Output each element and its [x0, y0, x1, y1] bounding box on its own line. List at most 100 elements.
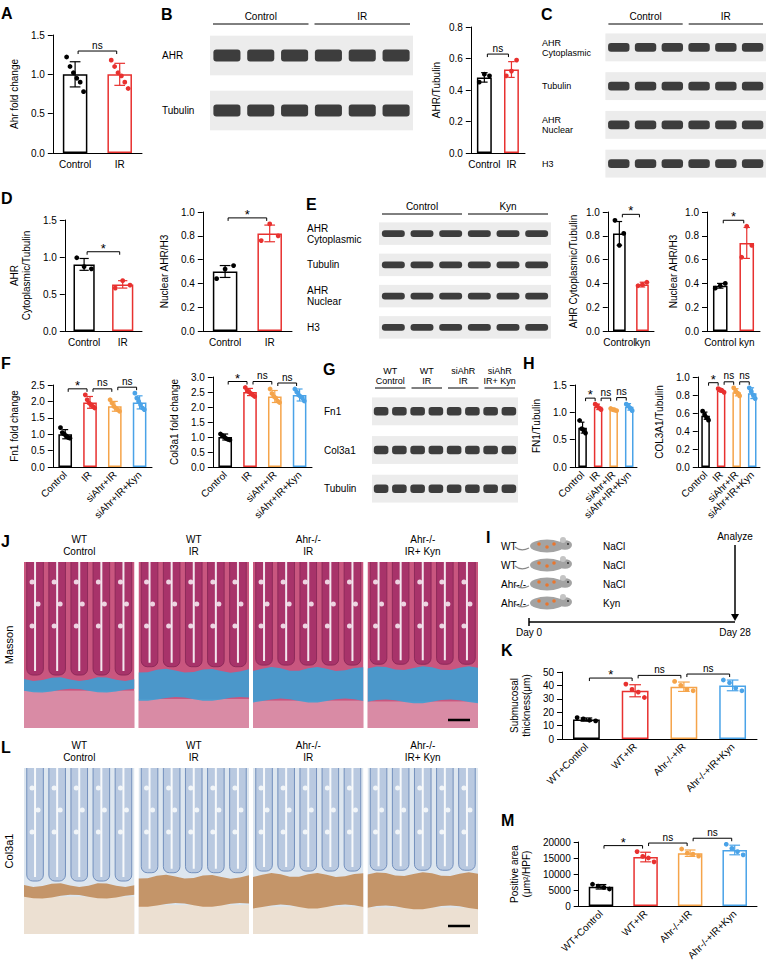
svg-text:IR: IR: [357, 11, 367, 22]
svg-text:Ahr-/-+IR: Ahr-/-+IR: [651, 741, 688, 778]
svg-text:D: D: [1, 190, 13, 207]
svg-text:1.0: 1.0: [553, 407, 567, 418]
svg-text:0.8: 0.8: [449, 22, 463, 33]
svg-text:*: *: [608, 667, 613, 682]
svg-text:3.0: 3.0: [191, 372, 205, 383]
svg-text:1.0: 1.0: [31, 69, 45, 80]
svg-text:Control: Control: [63, 546, 95, 557]
svg-text:IR: IR: [189, 546, 199, 557]
svg-text:WT: WT: [383, 366, 397, 376]
svg-text:L: L: [1, 739, 11, 756]
svg-text:IR: IR: [422, 376, 432, 386]
svg-text:40: 40: [543, 680, 555, 691]
svg-text:1.5: 1.5: [31, 412, 45, 423]
svg-text:FN1/Tubulin: FN1/Tubulin: [531, 399, 542, 453]
svg-text:*: *: [245, 207, 250, 222]
svg-text:IR: IR: [721, 11, 731, 22]
svg-text:0.0: 0.0: [181, 326, 195, 337]
svg-text:*: *: [588, 387, 593, 402]
svg-text:siAhr+IR+Kyn: siAhr+IR+Kyn: [705, 469, 756, 520]
svg-text:2.0: 2.0: [31, 396, 45, 407]
svg-text:1.0: 1.0: [31, 429, 45, 440]
svg-text:*: *: [711, 372, 716, 387]
svg-text:(μm²/HPF): (μm²/HPF): [521, 851, 532, 898]
svg-text:Control: Control: [603, 337, 635, 348]
svg-text:H3: H3: [542, 159, 554, 169]
svg-text:Fn1: Fn1: [324, 406, 342, 417]
svg-text:0.4: 0.4: [676, 426, 690, 437]
svg-text:0.4: 0.4: [586, 278, 600, 289]
svg-text:0.0: 0.0: [553, 462, 567, 473]
svg-text:Day 0: Day 0: [516, 627, 543, 638]
svg-text:IR: IR: [303, 546, 313, 557]
svg-text:AHR: AHR: [162, 50, 183, 61]
svg-text:Ahr-/-: Ahr-/-: [410, 740, 435, 751]
svg-text:I: I: [486, 529, 490, 546]
svg-text:1.0: 1.0: [685, 207, 699, 218]
svg-text:H: H: [523, 355, 535, 372]
svg-text:IR: IR: [115, 159, 125, 170]
svg-text:0.6: 0.6: [181, 254, 195, 265]
svg-text:WT: WT: [71, 534, 87, 545]
svg-text:WT+Control: WT+Control: [545, 741, 591, 787]
svg-text:*: *: [628, 203, 633, 218]
svg-text:Col3a1: Col3a1: [324, 445, 356, 456]
svg-text:1.0: 1.0: [43, 252, 57, 263]
svg-text:Kyn: Kyn: [499, 201, 516, 212]
svg-text:0.8: 0.8: [181, 230, 195, 241]
svg-text:0.5: 0.5: [31, 108, 45, 119]
svg-text:M: M: [501, 812, 514, 829]
svg-text:IR: IR: [303, 752, 313, 763]
svg-text:1.0: 1.0: [191, 432, 205, 443]
svg-text:Nuclear AHR/H3: Nuclear AHR/H3: [159, 234, 170, 308]
svg-text:*: *: [235, 371, 240, 386]
svg-text:Control: Control: [199, 469, 230, 500]
svg-text:Control: Control: [59, 159, 91, 170]
svg-text:ns: ns: [257, 370, 268, 381]
svg-text:0.0: 0.0: [676, 462, 690, 473]
svg-text:Ahr-/-+IR+Kyn: Ahr-/-+IR+Kyn: [684, 741, 737, 794]
svg-text:0.8: 0.8: [586, 230, 600, 241]
svg-text:WT: WT: [501, 541, 517, 552]
svg-text:IR: IR: [239, 469, 254, 484]
svg-text:0.2: 0.2: [586, 302, 600, 313]
svg-text:IR+ Kyn: IR+ Kyn: [405, 752, 441, 763]
svg-text:WT: WT: [501, 560, 517, 571]
svg-text:WT: WT: [420, 366, 434, 376]
svg-text:Control: Control: [468, 159, 500, 170]
svg-text:siAhr+IR+Kyn: siAhr+IR+Kyn: [92, 469, 143, 520]
svg-text:1.0: 1.0: [181, 207, 195, 218]
svg-text:0.2: 0.2: [685, 302, 699, 313]
svg-text:*: *: [621, 835, 626, 850]
svg-text:IR: IR: [118, 337, 128, 348]
svg-text:siAhr+IR+Kyn: siAhr+IR+Kyn: [252, 469, 303, 520]
svg-text:Day 28: Day 28: [719, 627, 751, 638]
svg-text:1.5: 1.5: [553, 380, 567, 391]
svg-text:0.6: 0.6: [676, 408, 690, 419]
svg-text:0.4: 0.4: [685, 278, 699, 289]
svg-text:IR: IR: [79, 469, 94, 484]
svg-text:AHR: AHR: [307, 285, 328, 296]
svg-text:Ahr-/-+IR+Kyn: Ahr-/-+IR+Kyn: [686, 908, 739, 961]
svg-text:NaCl: NaCl: [603, 541, 625, 552]
svg-text:AHR: AHR: [542, 115, 562, 125]
svg-text:Ahr-/-: Ahr-/-: [296, 534, 321, 545]
svg-text:0.5: 0.5: [43, 289, 57, 300]
svg-text:10000: 10000: [543, 869, 571, 880]
svg-text:5000: 5000: [548, 885, 571, 896]
svg-text:WT+IR: WT+IR: [609, 741, 639, 771]
svg-text:20: 20: [543, 707, 555, 718]
svg-text:kyn: kyn: [739, 337, 755, 348]
svg-text:0.2: 0.2: [449, 116, 463, 127]
svg-text:Control: Control: [406, 201, 438, 212]
svg-text:Cytoplasmic: Cytoplasmic: [307, 234, 361, 245]
svg-text:20000: 20000: [543, 837, 571, 848]
svg-text:siAhr+IR+Kyn: siAhr+IR+Kyn: [582, 469, 633, 520]
svg-text:Control: Control: [679, 469, 710, 500]
svg-text:Ahr fold change: Ahr fold change: [9, 59, 20, 129]
svg-text:0.0: 0.0: [191, 462, 205, 473]
svg-text:0.4: 0.4: [449, 85, 463, 96]
svg-text:0.2: 0.2: [676, 444, 690, 455]
svg-text:0.6: 0.6: [685, 254, 699, 265]
svg-text:0.6: 0.6: [449, 53, 463, 64]
